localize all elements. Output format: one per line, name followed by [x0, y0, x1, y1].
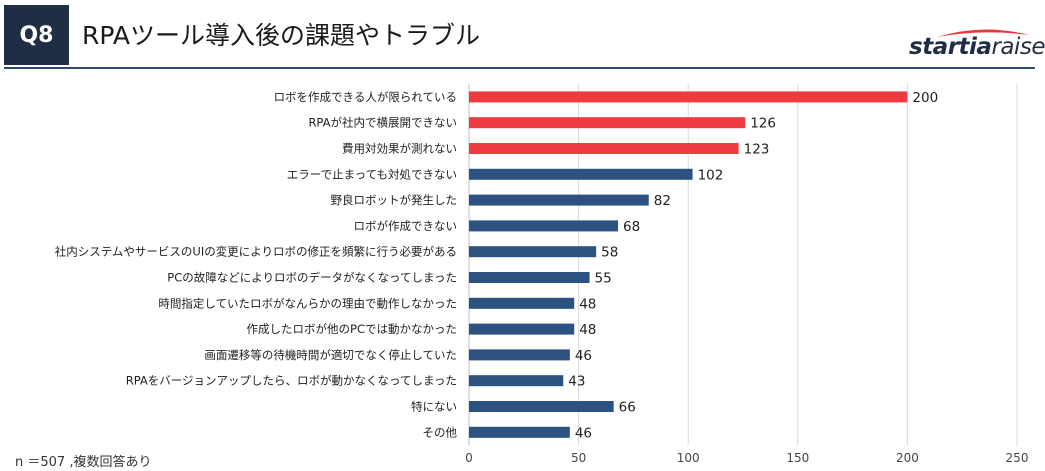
x-tick-label: 150	[786, 451, 809, 465]
bar	[469, 323, 575, 335]
bar	[469, 349, 570, 361]
value-label: 46	[575, 348, 592, 364]
value-label: 102	[698, 167, 724, 183]
startia-raise-logo: startiaraise	[903, 25, 1045, 67]
question-badge: Q8	[4, 5, 69, 65]
value-label: 43	[568, 374, 585, 390]
value-label: 48	[579, 322, 596, 338]
value-label: 126	[750, 116, 776, 132]
value-label: 200	[912, 90, 938, 106]
x-tick-label: 50	[571, 451, 586, 465]
category-label: 画面遷移等の待機時間が適切でなく停止していた	[204, 348, 457, 362]
bar	[469, 117, 746, 129]
bar	[469, 143, 739, 154]
category-label: 社内システムやサービスのUIの変更によりロボの修正を頻繁に行う必要がある	[55, 245, 457, 259]
category-label: 費用対効果が測れない	[342, 142, 457, 156]
value-label: 46	[575, 425, 592, 441]
bar	[469, 246, 597, 258]
bar	[469, 168, 693, 180]
value-label: 66	[619, 400, 636, 416]
logo-text-light: raise	[991, 34, 1045, 60]
category-label: PCの故障などによりロボのデータがなくなってしまった	[167, 271, 457, 285]
category-label: ロボが作成できない	[354, 219, 458, 233]
category-label: ロボを作成できる人が限られている	[274, 90, 457, 104]
category-label: 時間指定していたロボがなんらかの理由で動作しなかった	[158, 296, 457, 310]
footnote: n ＝507 ,複数回答あり	[15, 455, 152, 470]
category-label: その他	[423, 425, 458, 439]
value-label: 82	[654, 193, 671, 209]
x-tick-label: 0	[465, 451, 473, 465]
value-label: 123	[744, 142, 770, 158]
bar	[469, 401, 614, 412]
category-label: 特にない	[411, 400, 457, 414]
category-label: RPAが社内で横展開できない	[308, 116, 457, 130]
logo-text: startiaraise	[909, 34, 1045, 60]
bar	[469, 272, 590, 283]
logo-swoosh-icon	[937, 29, 1029, 37]
x-tick-label: 200	[896, 451, 919, 465]
x-tick-label: 250	[1006, 451, 1029, 465]
category-label: 作成したロボが他のPCでは動かなかった	[247, 322, 457, 336]
value-label: 58	[601, 245, 618, 261]
page-title: RPAツール導入後の課題やトラブル	[82, 21, 480, 50]
value-label: 48	[579, 296, 596, 312]
value-label: 55	[595, 271, 612, 287]
logo-text-bold: startia	[909, 34, 992, 60]
x-tick-label: 100	[677, 451, 700, 465]
category-label: エラーで止まっても対処できない	[287, 167, 457, 181]
bar	[469, 375, 564, 387]
bar	[469, 220, 619, 232]
bar	[469, 91, 908, 103]
category-label: RPAをバージョンアップしたら、ロボが動かなくなってしまった	[126, 374, 457, 388]
value-label: 68	[623, 219, 640, 235]
category-label: 野良ロボットが発生した	[331, 193, 458, 207]
bar	[469, 297, 575, 309]
bar	[469, 194, 649, 206]
bar	[469, 426, 570, 438]
header-divider	[4, 67, 1035, 69]
